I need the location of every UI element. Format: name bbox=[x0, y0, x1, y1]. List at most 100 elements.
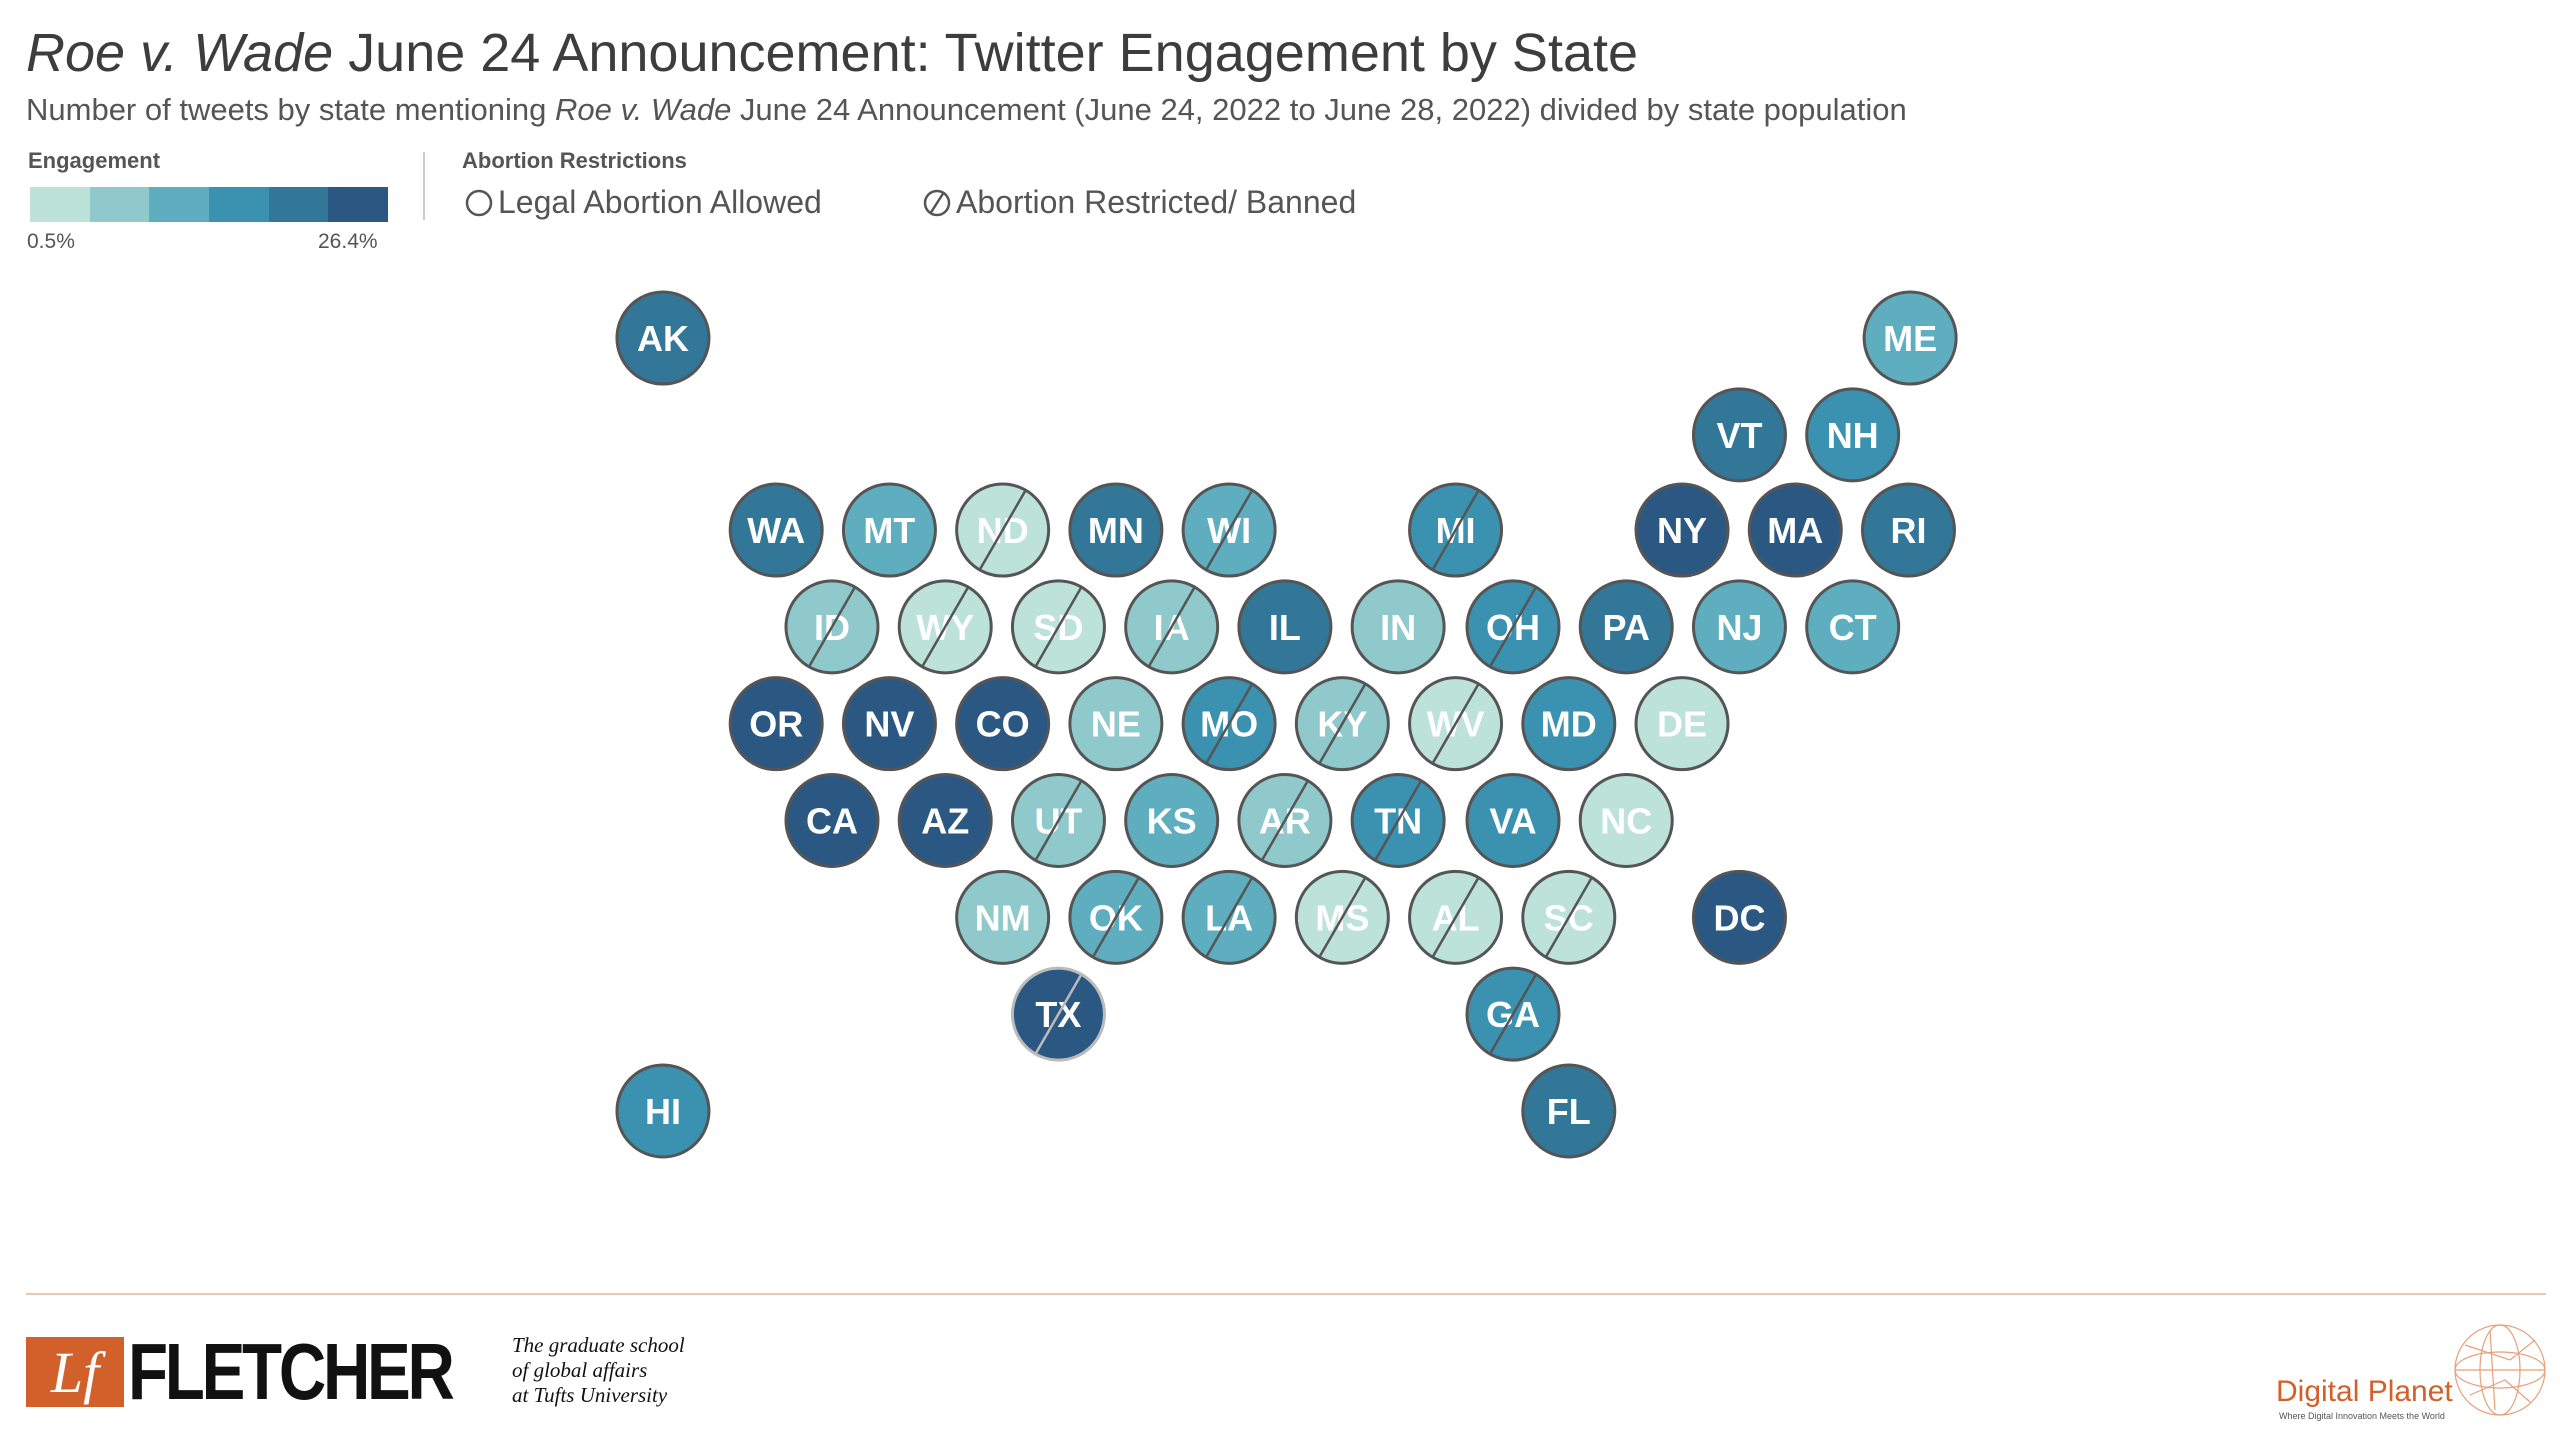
state-label: HI bbox=[645, 1091, 681, 1132]
state-tile-in: IN bbox=[1350, 579, 1446, 675]
restricted-slash-icon bbox=[1034, 973, 1083, 1055]
fletcher-logo-mark: Lf bbox=[26, 1337, 124, 1407]
state-circle bbox=[1578, 773, 1674, 868]
state-circle bbox=[841, 482, 937, 578]
state-tile-ks: KS bbox=[1124, 773, 1220, 868]
state-label: NC bbox=[1600, 801, 1652, 842]
state-tile-sd: SD bbox=[1010, 579, 1106, 675]
engagement-legend-title: Engagement bbox=[28, 148, 161, 173]
tagline-line: at Tufts University bbox=[512, 1383, 668, 1407]
state-label: FL bbox=[1547, 1091, 1591, 1132]
state-tile-sc: SC bbox=[1521, 869, 1617, 965]
page-title: Roe v. Wade June 24 Announcement: Twitte… bbox=[26, 22, 1638, 84]
state-circle bbox=[841, 676, 937, 772]
state-label: ME bbox=[1883, 318, 1937, 359]
state-tile-az: AZ bbox=[897, 773, 993, 868]
state-circle bbox=[897, 773, 993, 868]
state-circle bbox=[615, 1063, 711, 1159]
restricted-slash-icon bbox=[1374, 780, 1423, 861]
state-label: CA bbox=[806, 801, 858, 842]
slashed-circle-icon bbox=[923, 189, 951, 216]
state-label: WA bbox=[747, 510, 805, 551]
state-circle bbox=[955, 869, 1051, 965]
state-circle bbox=[1862, 290, 1958, 386]
tagline-line: of global affairs bbox=[512, 1358, 648, 1382]
scale-max-label: 26.4% bbox=[318, 230, 378, 253]
state-label: NH bbox=[1827, 415, 1879, 456]
restricted-slash-icon bbox=[921, 586, 970, 668]
state-tile-ca: CA bbox=[784, 773, 880, 868]
state-label: MA bbox=[1767, 510, 1823, 551]
state-circle bbox=[1521, 1063, 1617, 1159]
state-circle bbox=[1521, 676, 1617, 772]
state-tile-map: AK ME VT NH WA MT ND MN WI MI NY MA RI IDWYSDIA IL IN OH… bbox=[615, 290, 1958, 1159]
restricted-slash-icon bbox=[1318, 683, 1367, 765]
state-label: KS bbox=[1147, 801, 1197, 842]
state-label: VT bbox=[1716, 415, 1762, 456]
state-tile-ct: CT bbox=[1805, 579, 1901, 675]
state-tile-hi: HI bbox=[615, 1063, 711, 1159]
state-tile-mo: MO bbox=[1181, 676, 1277, 772]
state-tile-fl: FL bbox=[1521, 1063, 1617, 1159]
state-tile-nh: NH bbox=[1805, 387, 1901, 483]
state-label: NE bbox=[1091, 704, 1141, 745]
state-tile-wy: WY bbox=[897, 579, 993, 675]
state-tile-nc: NC bbox=[1578, 773, 1674, 868]
state-tile-md: MD bbox=[1521, 676, 1617, 772]
state-tile-tx: TX bbox=[1010, 966, 1106, 1062]
scale-swatch bbox=[209, 187, 269, 222]
restricted-slash-icon bbox=[1544, 876, 1593, 958]
state-circle bbox=[615, 290, 711, 386]
state-tile-nv: NV bbox=[841, 676, 937, 772]
state-label: MN bbox=[1088, 510, 1144, 551]
scale-swatch bbox=[30, 187, 90, 222]
restricted-slash-icon bbox=[1488, 586, 1538, 668]
state-tile-ga: GA bbox=[1465, 966, 1561, 1062]
scale-swatch bbox=[328, 187, 389, 222]
state-tile-il: IL bbox=[1237, 579, 1333, 675]
engagement-color-scale bbox=[30, 187, 389, 222]
restricted-slash-icon bbox=[1147, 586, 1196, 668]
state-tile-ak: AK bbox=[615, 290, 711, 386]
state-tile-al: AL bbox=[1408, 869, 1504, 965]
footer-divider bbox=[26, 1293, 2546, 1295]
state-label: AK bbox=[637, 318, 689, 359]
state-circle bbox=[1068, 482, 1164, 578]
globe-icon bbox=[2454, 1324, 2546, 1416]
state-tile-nd: ND bbox=[955, 482, 1051, 578]
fletcher-logo-name: FLETCHER bbox=[128, 1327, 455, 1416]
state-label: VA bbox=[1489, 801, 1536, 842]
restricted-slash-icon bbox=[1091, 876, 1140, 958]
subtitle-post: June 24 Announcement (June 24, 2022 to J… bbox=[731, 92, 1907, 127]
state-tile-nj: NJ bbox=[1691, 579, 1787, 675]
state-tile-tn: TN bbox=[1350, 773, 1446, 868]
state-tile-ut: UT bbox=[1010, 773, 1106, 868]
state-circle bbox=[1634, 482, 1730, 578]
state-label: MD bbox=[1541, 704, 1597, 745]
restricted-slash-icon bbox=[978, 489, 1027, 571]
state-tile-mi: MI bbox=[1408, 482, 1504, 578]
state-label: NJ bbox=[1716, 607, 1762, 648]
state-tile-co: CO bbox=[955, 676, 1051, 772]
state-tile-oh: OH bbox=[1465, 579, 1561, 675]
state-circle bbox=[1237, 579, 1333, 675]
state-tile-wi: WI bbox=[1181, 482, 1277, 578]
state-tile-ma: MA bbox=[1747, 482, 1843, 578]
scale-min-label: 0.5% bbox=[27, 230, 75, 253]
subtitle-italic: Roe v. Wade bbox=[554, 92, 732, 127]
restricted-slash-icon bbox=[1488, 973, 1538, 1055]
restricted-slash-icon bbox=[1034, 780, 1083, 861]
state-label: IL bbox=[1269, 607, 1301, 648]
restricted-slash-icon bbox=[1205, 489, 1254, 571]
state-label: AZ bbox=[921, 801, 969, 842]
scale-swatch bbox=[149, 187, 210, 222]
legal-label: Legal Abortion Allowed bbox=[498, 184, 822, 220]
state-tile-vt: VT bbox=[1691, 387, 1787, 483]
state-circle bbox=[955, 676, 1051, 772]
state-circle bbox=[1691, 579, 1787, 675]
state-tile-pa: PA bbox=[1578, 579, 1674, 675]
state-circle bbox=[1747, 482, 1843, 578]
state-circle bbox=[1805, 387, 1901, 483]
restricted-slash-icon bbox=[1205, 683, 1254, 765]
legend-legal: Legal Abortion Allowed bbox=[464, 184, 822, 221]
